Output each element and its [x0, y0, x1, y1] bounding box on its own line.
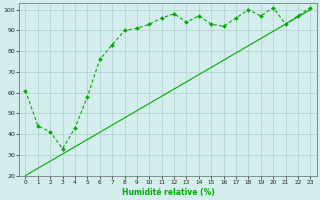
X-axis label: Humidité relative (%): Humidité relative (%)	[122, 188, 214, 197]
